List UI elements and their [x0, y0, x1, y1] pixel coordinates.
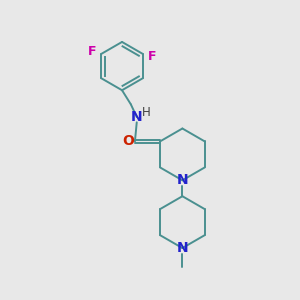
- Text: N: N: [131, 110, 142, 124]
- Text: F: F: [87, 45, 96, 58]
- Text: N: N: [177, 173, 188, 187]
- Text: F: F: [148, 50, 157, 63]
- Text: H: H: [142, 106, 151, 119]
- Text: O: O: [122, 134, 134, 148]
- Text: N: N: [177, 241, 188, 255]
